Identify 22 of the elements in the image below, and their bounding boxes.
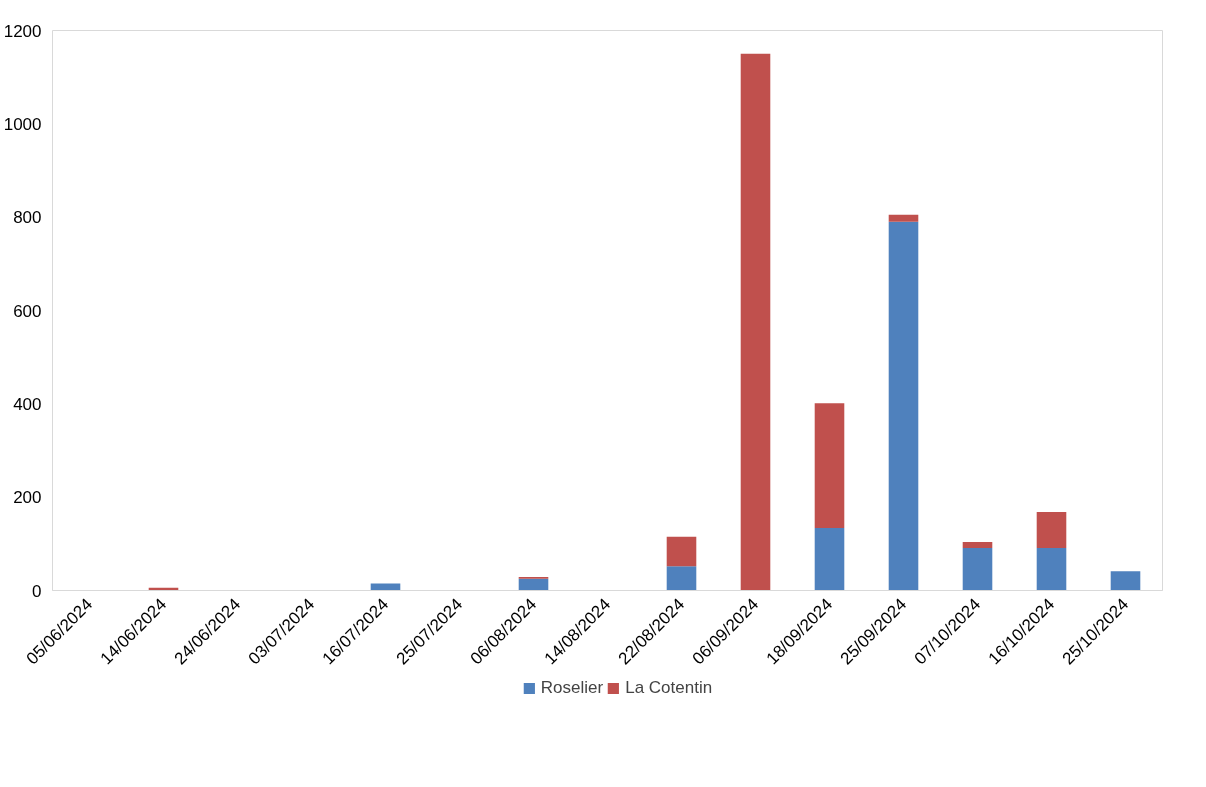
legend-label: Roselier xyxy=(540,678,604,698)
bar xyxy=(740,53,771,591)
y-tick-label: 0 xyxy=(32,581,42,601)
y-tick-label: 400 xyxy=(13,394,42,414)
bar xyxy=(814,403,845,528)
y-tick-label: 800 xyxy=(13,208,42,228)
bar xyxy=(962,541,993,549)
legend-label: La Cotentin xyxy=(625,678,713,698)
bar xyxy=(666,536,697,567)
bar xyxy=(518,578,549,591)
y-tick-label: 600 xyxy=(13,301,42,321)
bar xyxy=(1036,512,1067,549)
bar xyxy=(1036,548,1067,591)
bar xyxy=(962,548,993,591)
bar xyxy=(888,221,919,591)
bar xyxy=(1110,571,1141,591)
y-tick-label: 1200 xyxy=(3,21,42,41)
bar xyxy=(666,566,697,591)
bar xyxy=(888,214,919,222)
y-tick-label: 1000 xyxy=(3,114,42,134)
bar xyxy=(814,527,845,591)
y-tick-label: 200 xyxy=(13,488,42,508)
